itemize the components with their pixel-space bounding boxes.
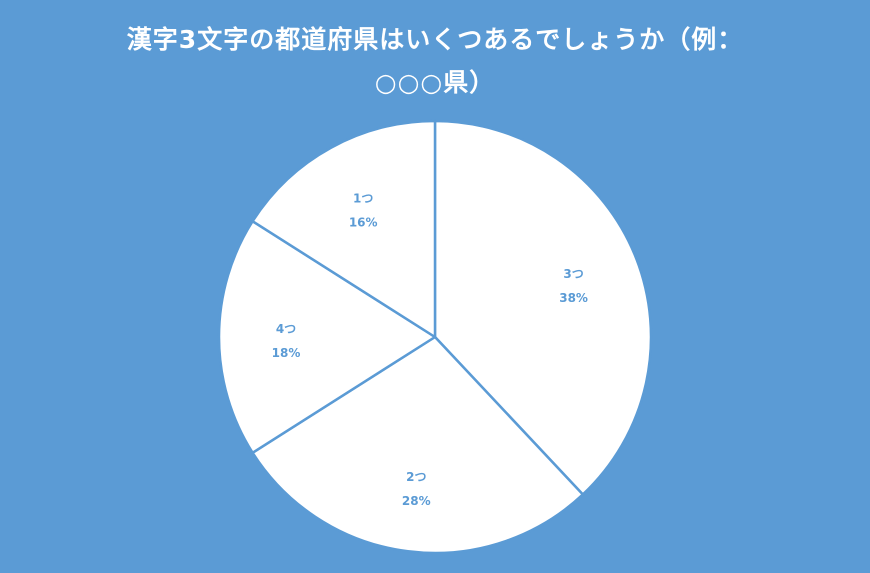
pie-slice-3 xyxy=(217,220,437,454)
pie-slice-2 xyxy=(251,335,585,555)
slice-value-label-2: 28% xyxy=(402,494,431,508)
chart-title-line-2: ○○○県） xyxy=(374,68,496,97)
slice-category-label-3: 4つ xyxy=(276,322,296,336)
slice-category-label-1: 3つ xyxy=(563,267,583,281)
chart-title-line-1: 漢字3文字の都道府県はいくつあるでしょうか（例： xyxy=(126,25,744,54)
slice-value-label-1: 38% xyxy=(559,291,588,305)
slice-value-label-3: 18% xyxy=(272,346,301,360)
slice-value-label-4: 16% xyxy=(349,215,378,229)
slice-category-label-2: 2つ xyxy=(406,470,426,484)
slice-category-label-4: 1つ xyxy=(353,191,373,205)
pie-slice-4 xyxy=(251,119,437,339)
pie-slice-1 xyxy=(433,119,653,496)
